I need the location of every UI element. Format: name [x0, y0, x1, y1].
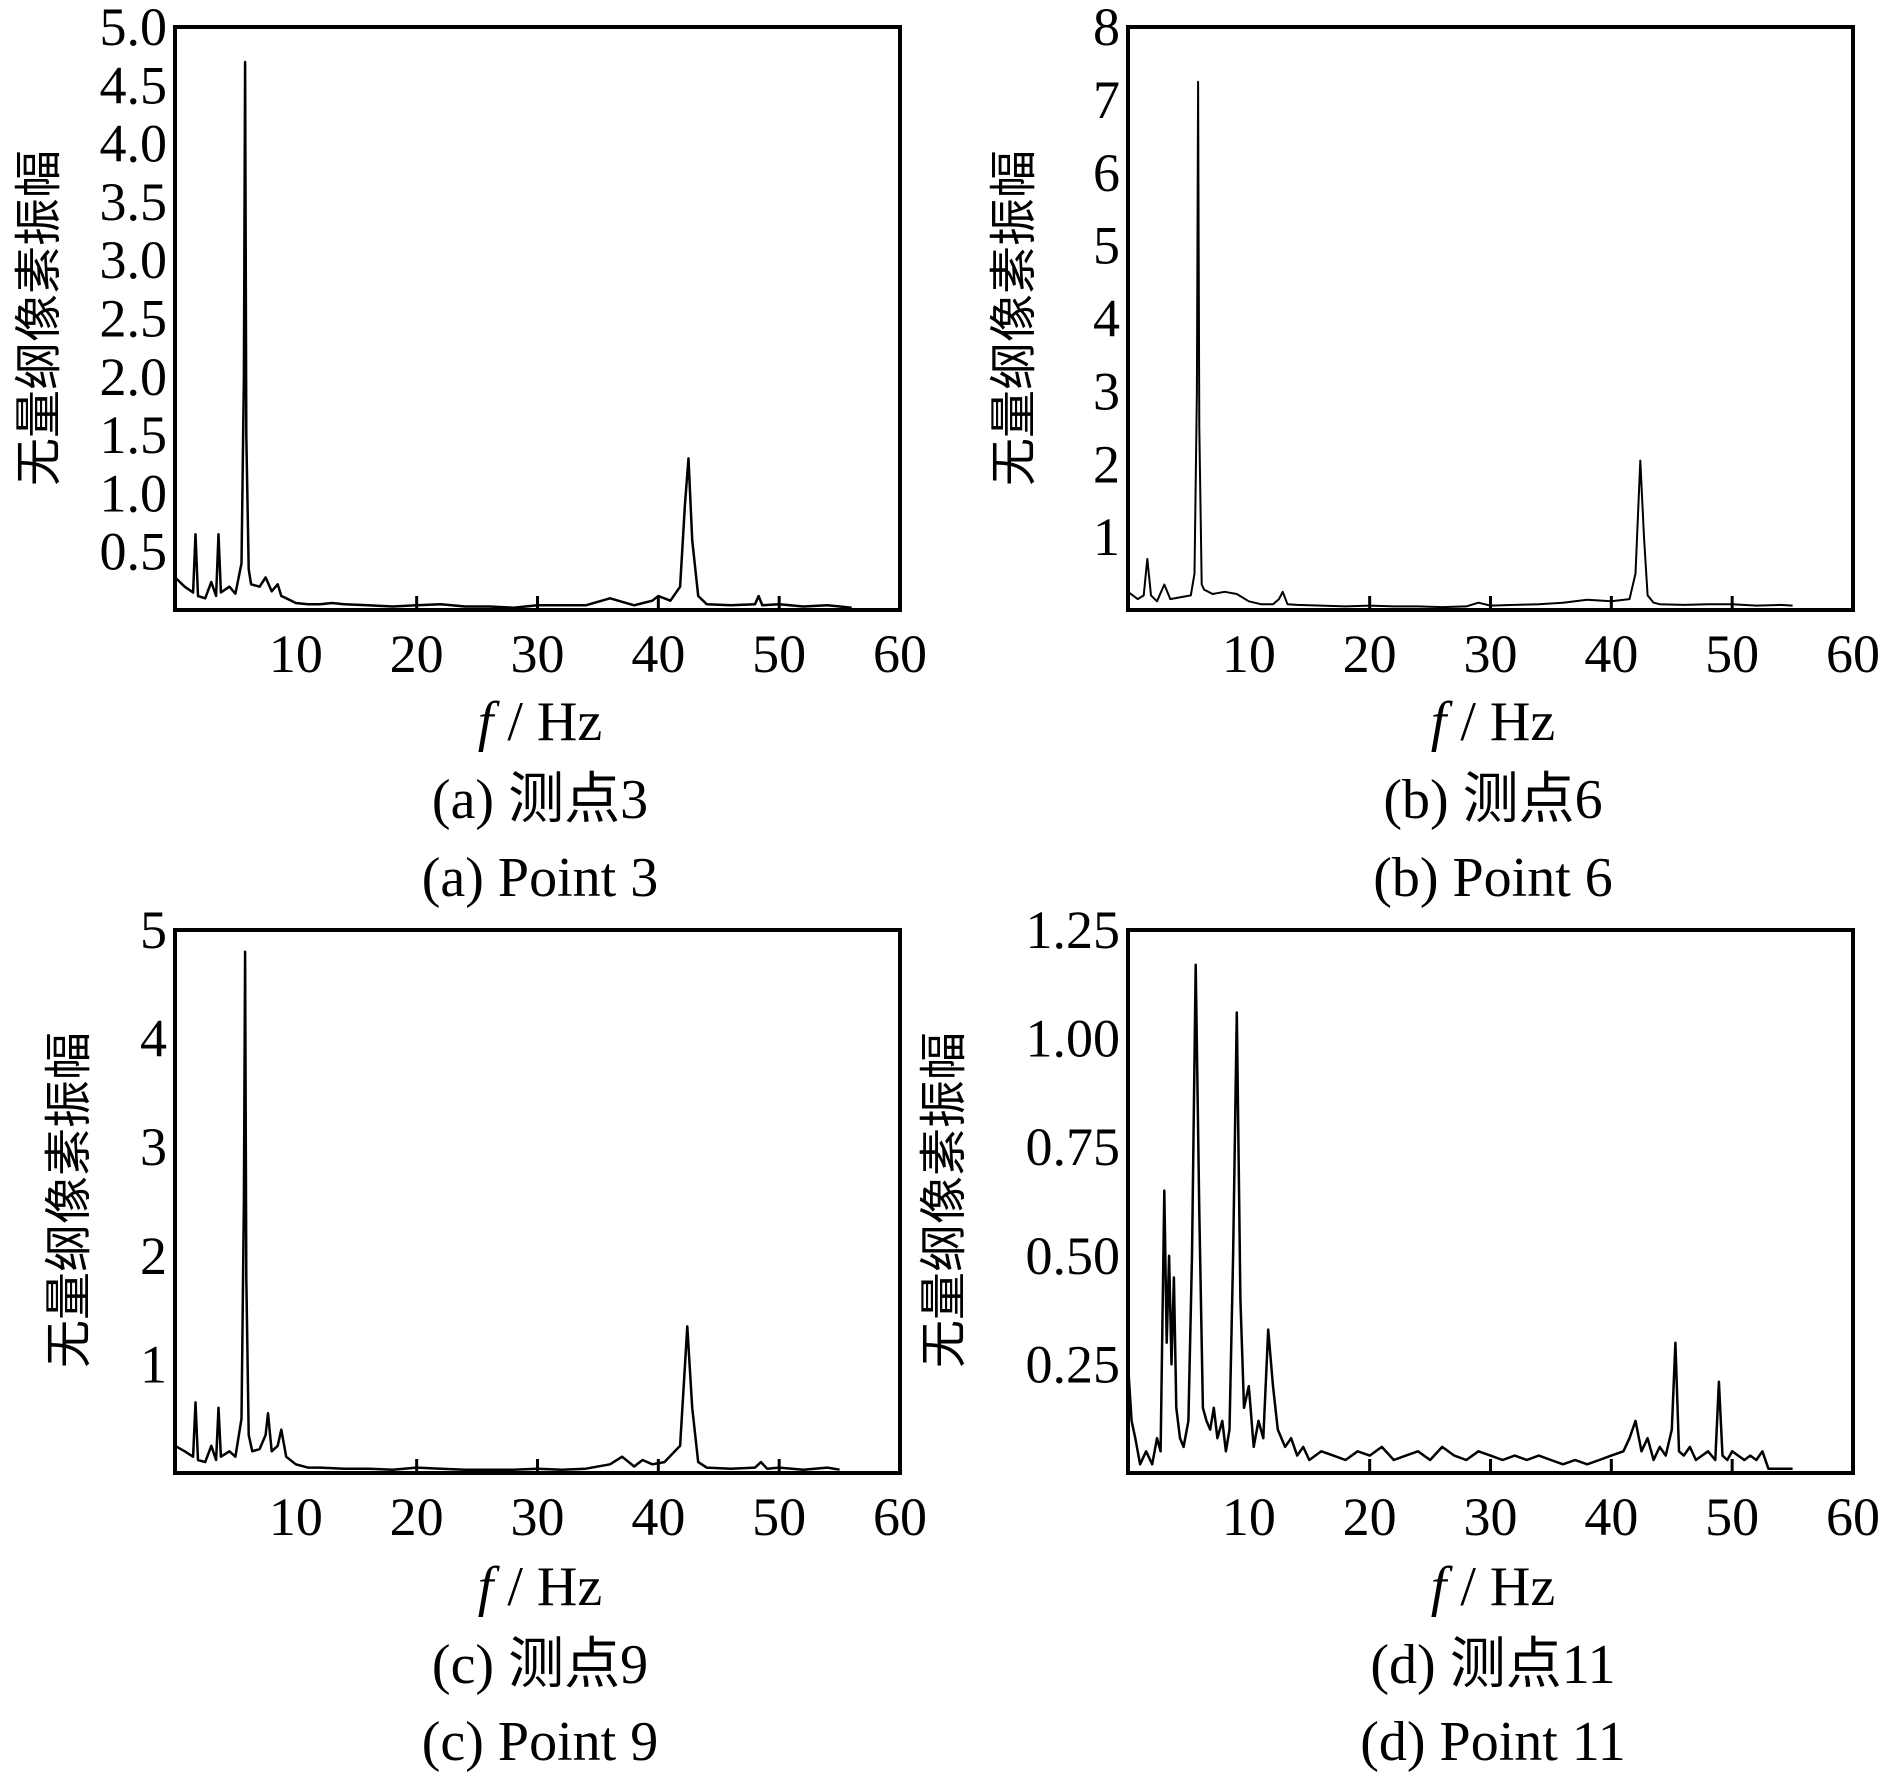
- y-tick-label: 3: [1093, 361, 1120, 421]
- caption-cn: (b) 测点6: [1383, 769, 1602, 831]
- y-tick-label: 2.5: [100, 289, 168, 349]
- caption-cn: (d) 测点11: [1370, 1634, 1615, 1696]
- y-tick-label: 1.5: [100, 405, 168, 465]
- y-tick-label: 2: [1093, 434, 1120, 494]
- x-tick-label: 20: [390, 624, 444, 684]
- y-tick-label: 3: [140, 1117, 167, 1177]
- panel-d: 10 20 30 40 50 60 0.25 0.50 0.75 1.00 1.25 无量纲像素振幅…: [916, 900, 1880, 1773]
- x-tick-label: 20: [1343, 1487, 1397, 1547]
- caption-en: (d) Point 11: [1360, 1711, 1625, 1773]
- x-tick-label: 60: [1826, 1487, 1880, 1547]
- caption-en: (c) Point 9: [422, 1711, 658, 1773]
- x-tick-label: 20: [390, 1487, 444, 1547]
- y-tick-label: 3.0: [100, 230, 168, 290]
- y-tick-label: 8: [1093, 0, 1120, 57]
- x-axis-unit: / Hz: [1446, 691, 1555, 753]
- y-tick-label: 6: [1093, 143, 1120, 203]
- y-tick-label: 5.0: [100, 0, 168, 57]
- y-tick-label: 1.0: [100, 463, 168, 523]
- y-tick-label: 1.00: [1026, 1009, 1121, 1069]
- x-tick-label: 30: [511, 624, 565, 684]
- spectrum-line: [174, 60, 852, 609]
- x-tick-label: 30: [511, 1487, 565, 1547]
- spectrum-line: [174, 950, 840, 1471]
- x-tick-label: 40: [1584, 1487, 1638, 1547]
- spectrum-line: [1127, 80, 1793, 609]
- x-tick-label: 10: [269, 1487, 323, 1547]
- y-tick-label: 4.0: [100, 114, 168, 174]
- panel-b: 10 20 30 40 50 60 1 2 3 4 5 6 7 8 无量纲像素振幅 f / Hz (b) …: [986, 0, 1880, 909]
- caption-en: (b) Point 6: [1373, 847, 1613, 909]
- x-axis-unit: / Hz: [1446, 1556, 1555, 1618]
- tick-layer: 10 20 30 40 50 60 0.51.01.52.02.53.03.54.04.55…: [100, 0, 928, 684]
- x-tick-label: 30: [1464, 624, 1518, 684]
- x-tick-label: 40: [631, 624, 685, 684]
- plot-frame: [173, 928, 902, 1475]
- y-tick-label: 1: [1093, 507, 1120, 567]
- y-tick-label: 7: [1093, 70, 1120, 130]
- y-tick-label: 0.25: [1026, 1334, 1121, 1394]
- caption-en: (a) Point 3: [422, 847, 658, 909]
- tick-layer: 10 20 30 40 50 60 0.25 0.50 0.75 1.00 1.25: [1026, 900, 1881, 1547]
- y-tick-label: 4: [140, 1009, 167, 1069]
- y-tick-label: 0.50: [1026, 1226, 1121, 1286]
- y-tick-label: 0.75: [1026, 1117, 1121, 1177]
- y-tick-label: 4.5: [100, 55, 168, 115]
- y-tick-label: 2: [140, 1226, 167, 1286]
- plot-frame: [1126, 25, 1855, 612]
- x-tick-label: 10: [1222, 624, 1276, 684]
- y-tick-label: 3.5: [100, 172, 168, 232]
- tick-layer: 10 20 30 40 50 60 1 2 3 4 5: [140, 900, 927, 1547]
- y-axis-label: 无量纲像素振幅: [986, 150, 1042, 486]
- x-axis-label: f / Hz: [478, 1556, 602, 1618]
- x-tick-label: 30: [1464, 1487, 1518, 1547]
- y-axis-label: 无量纲像素振幅: [41, 1032, 97, 1368]
- x-tick-label: 60: [873, 624, 927, 684]
- x-tick-label: 50: [752, 624, 806, 684]
- y-tick-label: 4: [1093, 289, 1120, 349]
- x-tick-label: 50: [1705, 624, 1759, 684]
- y-tick-label: 2.0: [100, 347, 168, 407]
- x-tick-label: 60: [1826, 624, 1880, 684]
- x-axis-label: f / Hz: [478, 691, 602, 753]
- panel-c: 10 20 30 40 50 60 1 2 3 4 5 无量纲像素振幅 f / Hz (c) 测点9…: [41, 900, 927, 1773]
- y-tick-label: 0.5: [100, 522, 168, 582]
- panel-a: 10 20 30 40 50 60 0.51.01.52.02.53.03.54.04.55…: [11, 0, 927, 909]
- x-axis-unit: / Hz: [493, 691, 602, 753]
- x-tick-label: 40: [1584, 624, 1638, 684]
- y-tick-label: 5: [1093, 216, 1120, 276]
- x-tick-label: 20: [1343, 624, 1397, 684]
- y-tick-label: 1.25: [1026, 900, 1121, 960]
- y-tick-label: 5: [140, 900, 167, 960]
- caption-cn: (c) 测点9: [432, 1634, 648, 1696]
- spectrum-line: [1126, 963, 1793, 1470]
- x-axis-unit: / Hz: [493, 1556, 602, 1618]
- caption-cn: (a) 测点3: [432, 769, 648, 831]
- x-tick-label: 10: [1222, 1487, 1276, 1547]
- y-axis-label: 无量纲像素振幅: [11, 150, 67, 486]
- y-tick-label: 1: [140, 1334, 167, 1394]
- plot-frame: [173, 25, 902, 612]
- x-tick-label: 40: [631, 1487, 685, 1547]
- x-axis-label: f / Hz: [1431, 691, 1555, 753]
- x-tick-label: 60: [873, 1487, 927, 1547]
- tick-layer: 10 20 30 40 50 60 1 2 3 4 5 6 7 8: [1093, 0, 1880, 684]
- x-axis-label: f / Hz: [1431, 1556, 1555, 1618]
- x-tick-label: 50: [1705, 1487, 1759, 1547]
- x-tick-label: 50: [752, 1487, 806, 1547]
- x-tick-label: 10: [269, 624, 323, 684]
- y-axis-label: 无量纲像素振幅: [916, 1032, 972, 1368]
